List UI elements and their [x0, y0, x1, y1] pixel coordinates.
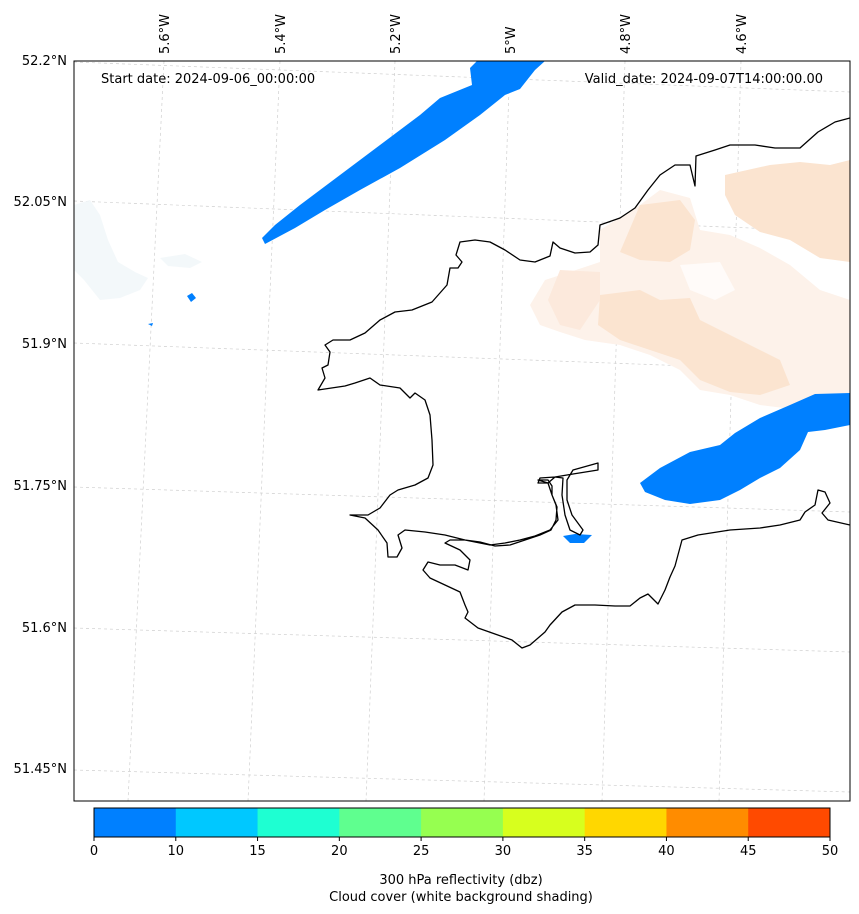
colorbar-segment — [748, 808, 831, 837]
map-area — [74, 61, 850, 801]
lat-label: 52.2°N — [22, 54, 67, 69]
lat-label: 52.05°N — [14, 195, 67, 210]
reflectivity-patches — [148, 61, 850, 543]
reflectivity-band-north — [262, 61, 545, 244]
lon-label: 5°W — [504, 26, 519, 54]
colorbar-tick-label: 30 — [495, 844, 512, 859]
colorbar-tick-label: 45 — [740, 844, 757, 859]
colorbar: 0 10 15 20 25 30 35 40 45 50 — [90, 807, 839, 859]
reflectivity-speck-1 — [187, 293, 196, 302]
colorbar-segment — [421, 808, 504, 837]
reflectivity-band-east — [640, 393, 850, 504]
colorbar-segment — [584, 808, 667, 837]
colorbar-segment — [502, 808, 586, 837]
colorbar-tick-label: 0 — [90, 844, 98, 859]
colorbar-tick-label: 25 — [413, 844, 430, 859]
valid-date-label: Valid_date: 2024-09-07T14:00:00.00 — [585, 72, 823, 87]
lat-label: 51.45°N — [14, 762, 67, 777]
colorbar-tick-label: 10 — [168, 844, 185, 859]
colorbar-tick-label: 50 — [822, 844, 839, 859]
coastline — [317, 117, 850, 649]
colorbar-segment — [339, 808, 422, 837]
colorbar-segment — [666, 808, 749, 837]
lon-label: 5.2°W — [389, 14, 404, 54]
lat-label: 51.9°N — [22, 337, 67, 352]
colorbar-segment — [257, 808, 340, 837]
lat-label: 51.6°N — [22, 621, 67, 636]
start-date-label: Start date: 2024-09-06_00:00:00 — [101, 72, 315, 87]
colorbar-sublabel: Cloud cover (white background shading) — [329, 890, 593, 905]
cloud-cover-shading — [74, 160, 850, 420]
latitude-labels: 52.2°N 52.05°N 51.9°N 51.75°N 51.6°N 51.… — [14, 54, 67, 777]
colorbar-segment — [94, 808, 177, 837]
colorbar-tick-label: 35 — [576, 844, 593, 859]
lon-label: 4.8°W — [619, 14, 634, 54]
lon-label: 5.6°W — [158, 14, 173, 54]
colorbar-frame — [93, 807, 831, 838]
reflectivity-speck-2 — [148, 323, 153, 326]
longitude-labels: 5.6°W 5.4°W 5.2°W 5°W 4.8°W 4.6°W — [158, 14, 750, 54]
coastline-main — [317, 117, 850, 649]
lon-label: 4.6°W — [735, 14, 750, 54]
lon-label: 5.4°W — [274, 14, 289, 54]
reflectivity-speck-3 — [563, 534, 592, 543]
colorbar-segment — [175, 808, 259, 837]
colorbar-label: 300 hPa reflectivity (dbz) — [379, 873, 542, 888]
colorbar-tick-label: 40 — [658, 844, 675, 859]
colorbar-tick-label: 20 — [331, 844, 348, 859]
lat-label: 51.75°N — [14, 479, 67, 494]
coastline-estuary — [537, 462, 599, 536]
colorbar-tick-label: 15 — [249, 844, 266, 859]
map-frame — [73, 60, 851, 802]
